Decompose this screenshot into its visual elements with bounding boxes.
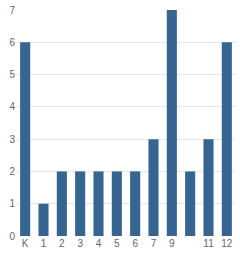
svg-text:0: 0 (9, 231, 15, 242)
svg-text:7: 7 (151, 238, 157, 249)
svg-text:3: 3 (9, 134, 15, 145)
svg-text:11: 11 (203, 238, 214, 249)
svg-text:6: 6 (132, 238, 138, 249)
svg-text:9: 9 (169, 238, 175, 249)
svg-text:2: 2 (9, 166, 15, 177)
svg-text:K: K (22, 238, 29, 249)
svg-text:3: 3 (77, 238, 83, 249)
svg-text:2: 2 (59, 238, 65, 249)
svg-text:5: 5 (9, 69, 15, 80)
svg-text:4: 4 (96, 238, 102, 249)
svg-text:12: 12 (221, 238, 233, 249)
svg-text:7: 7 (9, 5, 15, 16)
svg-text:1: 1 (9, 198, 15, 209)
svg-text:4: 4 (9, 101, 15, 112)
svg-text:1: 1 (41, 238, 47, 249)
svg-text:5: 5 (114, 238, 120, 249)
svg-text:6: 6 (9, 37, 15, 48)
